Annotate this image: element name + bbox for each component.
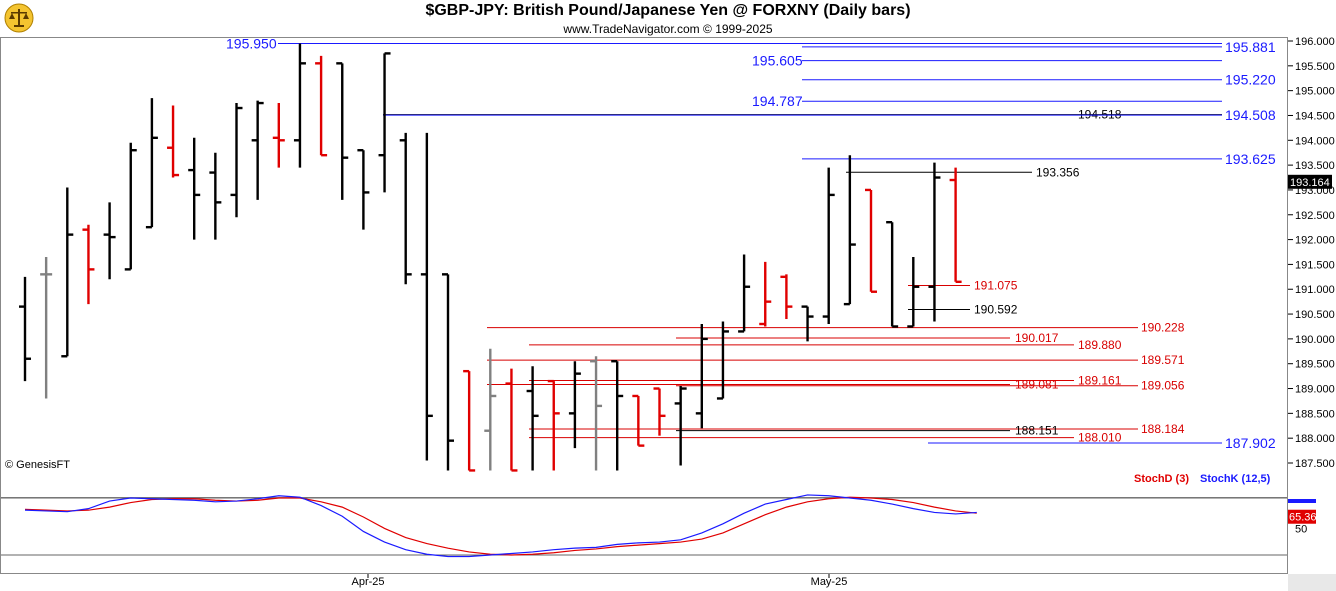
price-tick-label: 190.000 — [1295, 334, 1335, 346]
level-label: 188.151 — [1015, 424, 1059, 438]
level-label: 195.605 — [752, 53, 803, 69]
last-price-label: 193.164 — [1290, 177, 1330, 189]
price-tick-label: 195.500 — [1295, 61, 1335, 73]
price-axis-bg — [1288, 37, 1336, 497]
stoch-last-label: 65.36 — [1289, 512, 1317, 524]
chart-subtitle: www.TradeNavigator.com © 1999-2025 — [563, 22, 773, 36]
level-label: 195.881 — [1225, 39, 1276, 55]
time-tick-label: Apr-25 — [351, 576, 384, 588]
price-axis: 196.000 195.500 195.000 194.500 194.000 193.5… — [1288, 36, 1336, 497]
price-tick-label: 196.000 — [1295, 36, 1335, 48]
time-tick-label: May-25 — [811, 576, 848, 588]
level-label: 188.184 — [1141, 422, 1185, 436]
level-label: 188.010 — [1078, 431, 1122, 445]
price-tick-label: 189.500 — [1295, 359, 1335, 371]
level-label: 187.902 — [1225, 435, 1276, 451]
level-label: 190.017 — [1015, 331, 1059, 345]
axis-scroll-track[interactable] — [1288, 574, 1336, 591]
legend-stochd: StochD (3) — [1134, 473, 1189, 485]
last-price-box — [1288, 174, 1332, 189]
level-label: 189.161 — [1078, 374, 1122, 388]
levels-layer: 195.950 195.881 195.605 195.220 194.787 194.5… — [226, 35, 1276, 451]
stochk-last-box — [1288, 499, 1316, 503]
level-label: 194.508 — [1225, 107, 1276, 123]
level-label: 189.880 — [1078, 338, 1122, 352]
level-label: 193.625 — [1225, 151, 1276, 167]
price-panel-frame — [0, 37, 1288, 498]
price-tick-label: 189.000 — [1295, 384, 1335, 396]
price-tick-label: 192.000 — [1295, 235, 1335, 247]
level-label: 190.592 — [974, 302, 1018, 316]
price-tick-label: 194.000 — [1295, 135, 1335, 147]
stoch-panel-frame — [0, 497, 1288, 574]
watermark: © GenesisFT — [5, 459, 70, 471]
level-label: 195.220 — [1225, 72, 1276, 88]
price-tick-label: 192.500 — [1295, 210, 1335, 222]
level-label: 191.075 — [974, 279, 1018, 293]
level-label: 190.228 — [1141, 321, 1185, 335]
scales-logo-icon — [4, 3, 34, 33]
price-tick-label: 193.500 — [1295, 160, 1335, 172]
chart-title: $GBP-JPY: British Pound/Japanese Yen @ F… — [425, 2, 911, 19]
price-tick-label: 188.000 — [1295, 433, 1335, 445]
stoch-series-line — [24, 496, 977, 556]
price-tick-label: 195.000 — [1295, 86, 1335, 98]
level-label: 193.356 — [1036, 165, 1080, 179]
level-label: 189.056 — [1141, 379, 1185, 393]
stochd-last-box — [1288, 509, 1316, 524]
bars-layer — [19, 43, 962, 472]
time-axis: Apr-25 May-25 — [351, 574, 847, 588]
price-tick-label: 191.500 — [1295, 259, 1335, 271]
level-label: 194.787 — [752, 93, 803, 109]
level-label: 195.950 — [226, 35, 277, 51]
level-label: 189.571 — [1141, 353, 1185, 367]
chart-header: $GBP-JPY: British Pound/Japanese Yen @ F… — [0, 0, 1336, 38]
price-tick-label: 191.000 — [1295, 284, 1335, 296]
price-tick-label: 188.500 — [1295, 408, 1335, 420]
price-tick-label: 190.500 — [1295, 309, 1335, 321]
stoch-tick-label: 50 — [1295, 523, 1307, 535]
level-label: 189.081 — [1015, 378, 1059, 392]
stoch-series-line — [24, 494, 977, 558]
price-tick-label: 187.500 — [1295, 458, 1335, 470]
price-tick-label: 194.500 — [1295, 110, 1335, 122]
legend-stochk: StochK (12,5) — [1200, 473, 1271, 485]
